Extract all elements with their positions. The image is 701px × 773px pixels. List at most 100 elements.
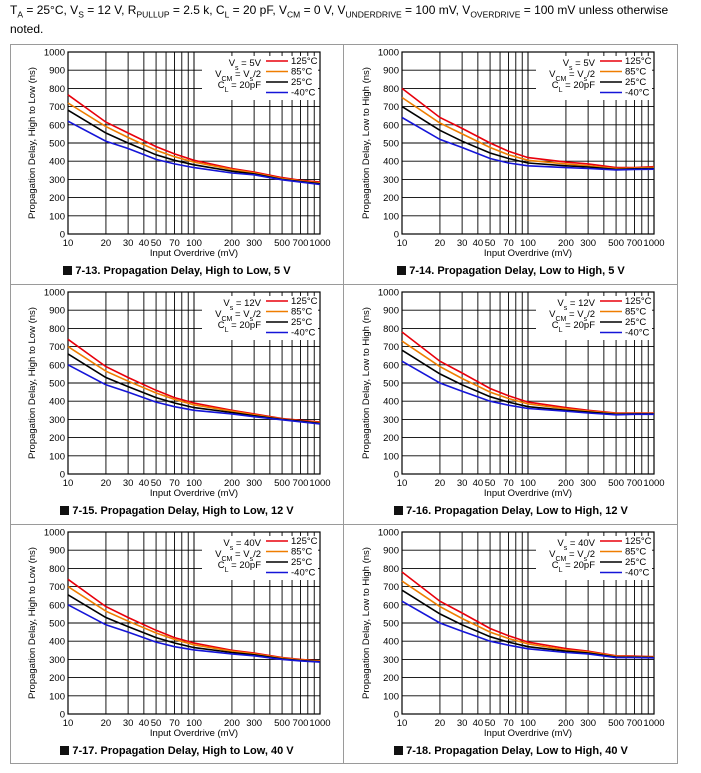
x-tick-label: 70	[503, 478, 514, 489]
y-tick-label: 500	[49, 379, 65, 390]
figure-caption: 7-16. Propagation Delay, Low to High, 12…	[344, 505, 678, 517]
legend-box	[536, 56, 652, 100]
legend-entry: 85°C	[291, 307, 312, 318]
y-tick-label: 400	[383, 637, 399, 648]
y-tick-label: 400	[383, 397, 399, 408]
x-axis-label: Input Overdrive (mV)	[150, 728, 238, 739]
x-tick-label: 100	[520, 718, 536, 729]
plot-area-border	[67, 51, 321, 235]
condition-label: CL = 20pF	[218, 80, 261, 94]
y-tick-label: 900	[49, 546, 65, 557]
figure-icon	[60, 746, 70, 755]
x-tick-label: 30	[457, 718, 468, 729]
y-tick-label: 200	[49, 433, 65, 444]
x-tick-label: 10	[397, 478, 408, 489]
legend-entry: 85°C	[291, 67, 312, 78]
y-tick-label: 300	[49, 415, 65, 426]
condition-label: CL = 20pF	[552, 320, 595, 334]
y-tick-label: 900	[383, 306, 399, 317]
y-tick-label: 600	[49, 120, 65, 131]
x-tick-label: 40	[139, 718, 150, 729]
x-tick-label: 200	[224, 478, 240, 489]
legend-box	[536, 536, 652, 580]
y-tick-label: 700	[383, 102, 399, 113]
figure-icon	[397, 266, 407, 275]
condition-label: CL = 20pF	[552, 80, 595, 94]
x-tick-label: 50	[151, 718, 162, 729]
y-tick-label: 700	[49, 102, 65, 113]
figure-number: 7-17.	[72, 745, 101, 757]
y-tick-label: 900	[49, 306, 65, 317]
legend-entry: -40°C	[291, 568, 316, 579]
y-tick-label: 800	[383, 84, 399, 95]
y-tick-label: 800	[49, 564, 65, 575]
condition-label: Vs = 5V	[229, 58, 262, 72]
legend-entry: -40°C	[291, 328, 316, 339]
y-tick-label: 200	[383, 193, 399, 204]
y-tick-label: 1000	[44, 48, 65, 59]
y-tick-label: 700	[49, 582, 65, 593]
y-tick-label: 300	[49, 655, 65, 666]
y-tick-label: 0	[60, 470, 65, 481]
x-tick-label: 300	[580, 478, 596, 489]
y-axis-label: Propagation Delay, High to Low (ns)	[27, 307, 38, 459]
y-tick-label: 100	[49, 211, 65, 222]
plot-area-border	[401, 531, 655, 715]
y-tick-label: 800	[383, 324, 399, 335]
y-tick-label: 800	[49, 84, 65, 95]
plot-area-border	[67, 291, 321, 475]
x-tick-label: 70	[169, 478, 180, 489]
figure-icon	[63, 266, 73, 275]
plot-area-border	[401, 291, 655, 475]
condition-label: Vs = 5V	[563, 58, 596, 72]
chart-cell-fig-7-13: Vs = 5V VCM = Vs/2 CL = 20pF 125°C 85°C 25°C -…	[10, 44, 344, 284]
y-tick-label: 0	[394, 230, 399, 241]
y-tick-label: 1000	[378, 288, 399, 299]
x-tick-label: 300	[580, 718, 596, 729]
x-tick-label: 300	[580, 238, 596, 249]
y-tick-label: 700	[383, 582, 399, 593]
y-tick-label: 600	[49, 360, 65, 371]
y-tick-label: 600	[383, 120, 399, 131]
y-tick-label: 400	[49, 637, 65, 648]
x-tick-label: 40	[473, 238, 484, 249]
x-tick-label: 40	[473, 718, 484, 729]
series-line	[67, 102, 321, 184]
x-tick-label: 20	[435, 718, 446, 729]
x-tick-label: 200	[224, 718, 240, 729]
y-tick-label: 100	[383, 211, 399, 222]
x-tick-label: 100	[520, 238, 536, 249]
figure-number: 7-14.	[409, 265, 438, 277]
x-tick-label: 500	[608, 238, 624, 249]
condition-label: VCM = Vs/2	[549, 549, 595, 563]
legend-entry: 25°C	[291, 77, 312, 88]
legend-entry: 25°C	[625, 317, 646, 328]
y-tick-label: 900	[49, 66, 65, 77]
x-tick-label: 500	[274, 478, 290, 489]
figure-title: Propagation Delay, High to Low, 5 V	[103, 265, 291, 277]
x-tick-label: 40	[139, 238, 150, 249]
y-axis-label: Propagation Delay, High to Low (ns)	[27, 547, 38, 699]
x-tick-label: 70	[169, 238, 180, 249]
condition-label: Vs = 40V	[557, 538, 595, 552]
y-tick-label: 0	[60, 710, 65, 721]
y-tick-label: 500	[383, 139, 399, 150]
y-tick-label: 1000	[378, 48, 399, 59]
condition-label: VCM = Vs/2	[215, 69, 261, 83]
x-tick-label: 200	[558, 718, 574, 729]
x-tick-label: 200	[558, 238, 574, 249]
condition-label: VCM = Vs/2	[215, 549, 261, 563]
x-tick-label: 100	[186, 718, 202, 729]
x-tick-label: 10	[397, 238, 408, 249]
figure-icon	[394, 506, 404, 515]
legend-entry: 125°C	[625, 536, 652, 547]
y-tick-label: 400	[383, 157, 399, 168]
figure-title: Propagation Delay, High to Low, 12 V	[100, 505, 294, 517]
legend-entry: 25°C	[291, 317, 312, 328]
y-tick-label: 1000	[44, 528, 65, 539]
x-tick-label: 30	[123, 718, 134, 729]
y-tick-label: 300	[383, 655, 399, 666]
legend-entry: 85°C	[625, 547, 646, 558]
legend-entry: -40°C	[625, 568, 650, 579]
